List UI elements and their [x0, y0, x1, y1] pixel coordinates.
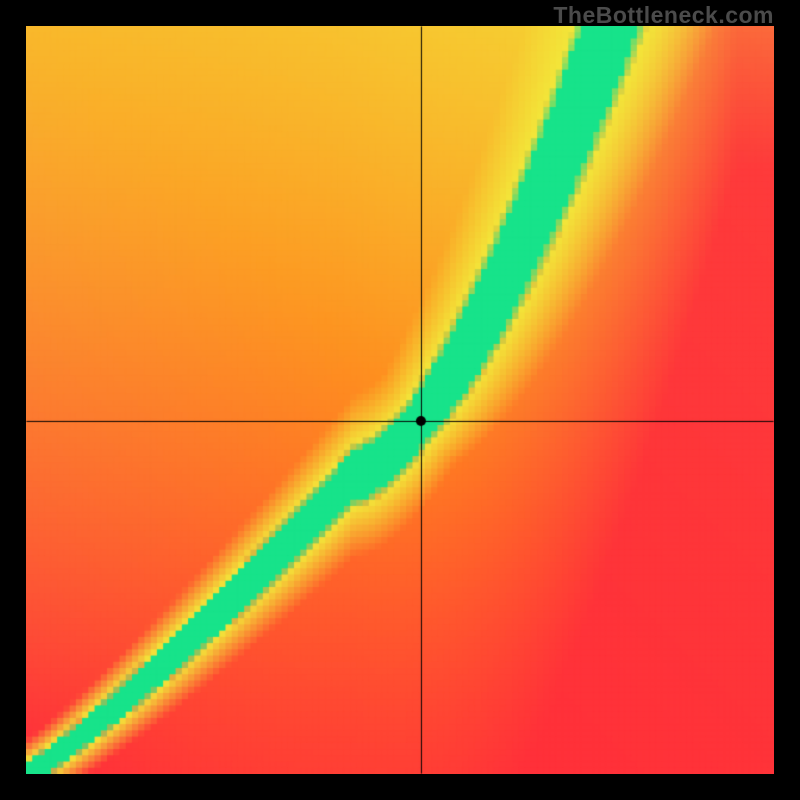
heatmap-plot [26, 26, 774, 774]
watermark-text: TheBottleneck.com [553, 2, 774, 29]
heatmap-canvas [26, 26, 774, 774]
